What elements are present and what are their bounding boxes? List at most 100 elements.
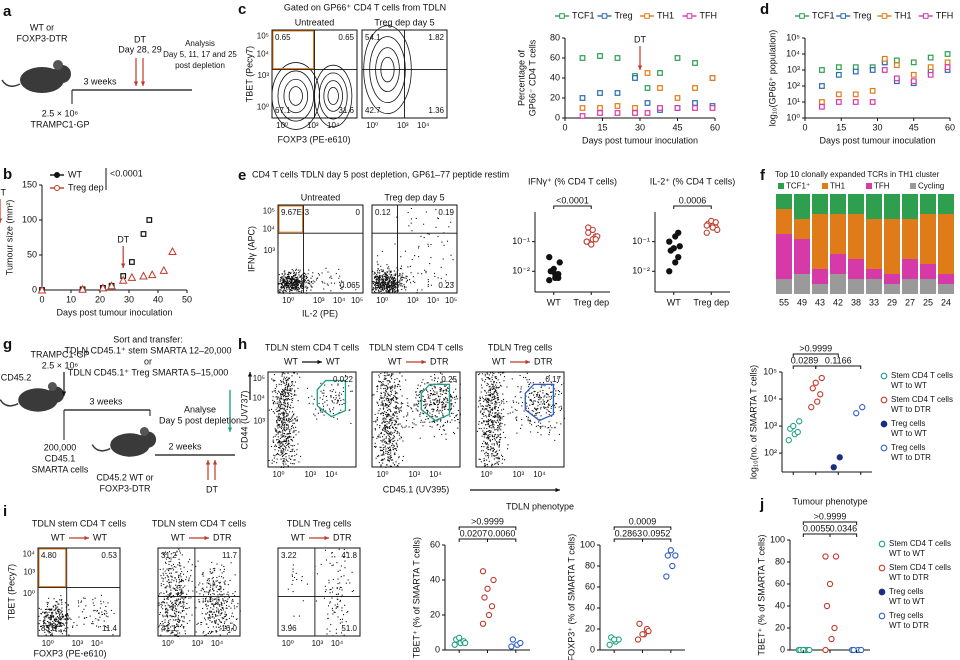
- event-dot: [281, 450, 282, 451]
- event-dot: [189, 578, 190, 579]
- event-dot: [48, 602, 49, 603]
- event-dot: [485, 415, 486, 416]
- event-dot: [390, 465, 391, 466]
- event-dot: [171, 576, 172, 577]
- legend-label: Treg: [853, 10, 871, 20]
- event-dot: [60, 623, 61, 624]
- y-tick-label: 100: [22, 214, 37, 224]
- event-dot: [289, 421, 290, 422]
- event-dot: [218, 613, 219, 614]
- event-dot: [332, 587, 333, 588]
- event-dot: [58, 622, 59, 623]
- event-dot: [388, 266, 389, 267]
- plot-title: Treg dep day 5: [384, 192, 444, 202]
- event-dot: [285, 410, 286, 411]
- event-dot: [297, 373, 298, 374]
- event-dot: [274, 374, 275, 375]
- event-dot: [212, 583, 213, 584]
- event-dot: [480, 410, 481, 411]
- event-dot: [521, 425, 522, 426]
- event-dot: [53, 610, 54, 611]
- event-dot: [343, 387, 344, 388]
- event-dot: [334, 612, 335, 613]
- gate-value: 3.22: [281, 551, 297, 560]
- event-dot: [163, 568, 164, 569]
- event-dot: [201, 624, 202, 625]
- event-dot: [170, 576, 171, 577]
- event-dot: [454, 397, 455, 398]
- event-dot: [183, 593, 184, 594]
- event-dot: [404, 427, 405, 428]
- event-dot: [488, 414, 489, 415]
- event-dot: [495, 466, 496, 467]
- event-dot: [395, 408, 396, 409]
- event-dot: [204, 591, 205, 592]
- event-dot: [179, 589, 180, 590]
- event-dot: [218, 599, 219, 600]
- event-dot: [424, 270, 425, 271]
- event-dot: [450, 409, 451, 410]
- event-dot: [225, 611, 226, 612]
- event-dot: [283, 436, 284, 437]
- point: [141, 232, 146, 237]
- event-dot: [382, 422, 383, 423]
- event-dot: [187, 623, 188, 624]
- dot: [831, 465, 836, 470]
- event-dot: [393, 285, 394, 286]
- event-dot: [192, 564, 193, 565]
- event-dot: [489, 436, 490, 437]
- transfer-from: WT: [284, 356, 298, 366]
- event-dot: [445, 393, 446, 394]
- event-dot: [198, 584, 199, 585]
- event-dot: [297, 278, 298, 279]
- dot: [791, 423, 796, 428]
- event-dot: [273, 437, 274, 438]
- event-dot: [276, 430, 277, 431]
- event-dot: [210, 571, 211, 572]
- event-dot: [546, 402, 547, 403]
- event-dot: [434, 436, 435, 437]
- event-dot: [381, 397, 382, 398]
- event-dot: [282, 276, 283, 277]
- bar-segment: [794, 274, 810, 294]
- event-dot: [206, 597, 207, 598]
- event-dot: [390, 410, 391, 411]
- event-dot: [173, 569, 174, 570]
- event-dot: [217, 591, 218, 592]
- event-dot: [535, 400, 536, 401]
- event-dot: [421, 273, 422, 274]
- point: [870, 89, 875, 94]
- event-dot: [288, 466, 289, 467]
- event-dot: [295, 430, 296, 431]
- event-dot: [318, 273, 319, 274]
- event-dot: [384, 431, 385, 432]
- event-dot: [203, 589, 204, 590]
- event-dot: [104, 610, 105, 611]
- event-dot: [554, 396, 555, 397]
- event-dot: [549, 404, 550, 405]
- event-dot: [325, 550, 326, 551]
- label: TDLN CD45.1⁺ Treg SMARTA 5–15,000: [68, 367, 229, 377]
- event-dot: [159, 614, 160, 615]
- event-dot: [521, 397, 522, 398]
- point: [837, 65, 842, 70]
- event-dot: [276, 386, 277, 387]
- event-dot: [216, 581, 217, 582]
- event-dot: [527, 373, 528, 374]
- event-dot: [296, 290, 297, 291]
- event-dot: [450, 405, 451, 406]
- event-dot: [516, 410, 517, 411]
- event-dot: [284, 400, 285, 401]
- event-dot: [485, 398, 486, 399]
- event-dot: [430, 390, 431, 391]
- event-dot: [339, 398, 340, 399]
- event-dot: [333, 407, 334, 408]
- event-dot: [160, 575, 161, 576]
- event-dot: [488, 411, 489, 412]
- event-dot: [168, 579, 169, 580]
- event-dot: [391, 281, 392, 282]
- event-dot: [486, 392, 487, 393]
- event-dot: [447, 422, 448, 423]
- event-dot: [203, 576, 204, 577]
- event-dot: [46, 615, 47, 616]
